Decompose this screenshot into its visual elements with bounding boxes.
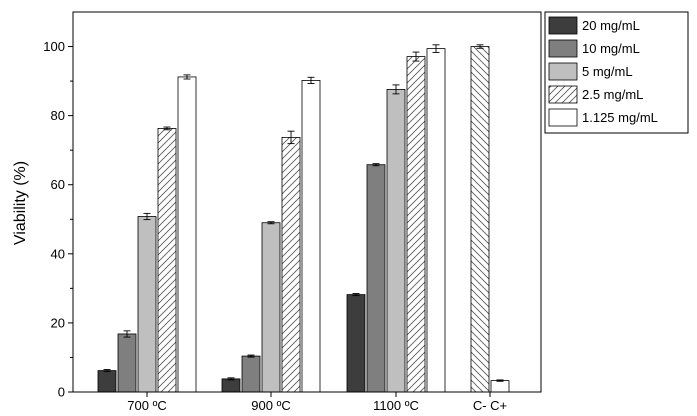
y-tick-label-20: 20 — [51, 315, 65, 330]
bar-1-3 — [281, 136, 301, 393]
y-tick-label-80: 80 — [51, 108, 65, 123]
bar-1-2 — [261, 222, 281, 393]
error-bar-1-0 — [227, 377, 235, 381]
bar-0-1 — [117, 333, 137, 393]
error-bar-3-1 — [496, 379, 504, 382]
plot-frame — [72, 11, 542, 393]
legend-label-3: 2.5 mg/mL — [582, 87, 643, 102]
error-bar-1-4 — [307, 76, 315, 84]
error-bar-0-4 — [183, 74, 191, 80]
error-bar-2-3 — [412, 51, 420, 62]
y-axis-title: Viability (%) — [12, 161, 29, 245]
bar-0-4 — [177, 76, 197, 393]
error-bar-0-3 — [163, 126, 171, 131]
bar-1-0 — [221, 378, 241, 393]
y-tick-label-60: 60 — [51, 177, 65, 192]
bar-1-1 — [241, 355, 261, 393]
bar-1-4 — [301, 80, 321, 393]
bar-2-2 — [386, 88, 406, 393]
legend-swatch-1 — [548, 39, 578, 58]
legend-label-0: 20 mg/mL — [582, 18, 640, 33]
legend-label-4: 1.125 mg/mL — [582, 110, 658, 125]
bar-2-4 — [426, 48, 446, 393]
bars-layer — [97, 46, 510, 393]
legend-swatch-0 — [548, 16, 578, 35]
legend: 20 mg/mL 10 mg/mL 5 mg/mL 2.5 mg/mL 1.125 mg… — [544, 11, 689, 134]
error-bar-2-2 — [392, 84, 400, 95]
error-bar-1-1 — [247, 354, 255, 358]
bar-2-3 — [406, 56, 426, 393]
legend-label-2: 5 mg/mL — [582, 64, 633, 79]
error-bar-0-0 — [103, 369, 111, 373]
y-tick-label-0: 0 — [58, 385, 65, 400]
axes: 0 20 40 60 80 100 700 ºC 900 ºC 1100 ºC C- C+ — [43, 11, 542, 413]
legend-swatch-2 — [548, 62, 578, 81]
x-tick-label-0: 700 ºC — [127, 398, 166, 413]
y-tick-label-100: 100 — [43, 39, 65, 54]
error-bar-1-3 — [287, 130, 295, 145]
bar-3-0 — [470, 46, 490, 393]
error-bar-2-1 — [372, 163, 380, 167]
legend-swatch-4 — [548, 108, 578, 127]
x-tick-label-2: 1100 ºC — [373, 398, 419, 413]
x-tick-label-1: 900 ºC — [251, 398, 290, 413]
legend-label-1: 10 mg/mL — [582, 41, 640, 56]
error-bar-0-1 — [123, 330, 131, 338]
error-bars-layer — [103, 44, 504, 382]
bar-2-1 — [366, 164, 386, 393]
error-bar-3-0 — [476, 44, 484, 49]
legend-swatch-3 — [548, 85, 578, 104]
error-bar-2-0 — [352, 293, 360, 297]
error-bar-1-2 — [267, 221, 275, 225]
error-bar-2-4 — [432, 44, 440, 53]
bar-0-3 — [157, 128, 177, 393]
bar-2-0 — [346, 294, 366, 393]
bar-0-2 — [137, 216, 157, 393]
bar-3-1 — [490, 380, 510, 393]
y-tick-label-40: 40 — [51, 246, 65, 261]
bar-0-0 — [97, 370, 117, 393]
error-bar-0-2 — [143, 212, 151, 221]
x-tick-label-3: C- C+ — [473, 398, 507, 413]
